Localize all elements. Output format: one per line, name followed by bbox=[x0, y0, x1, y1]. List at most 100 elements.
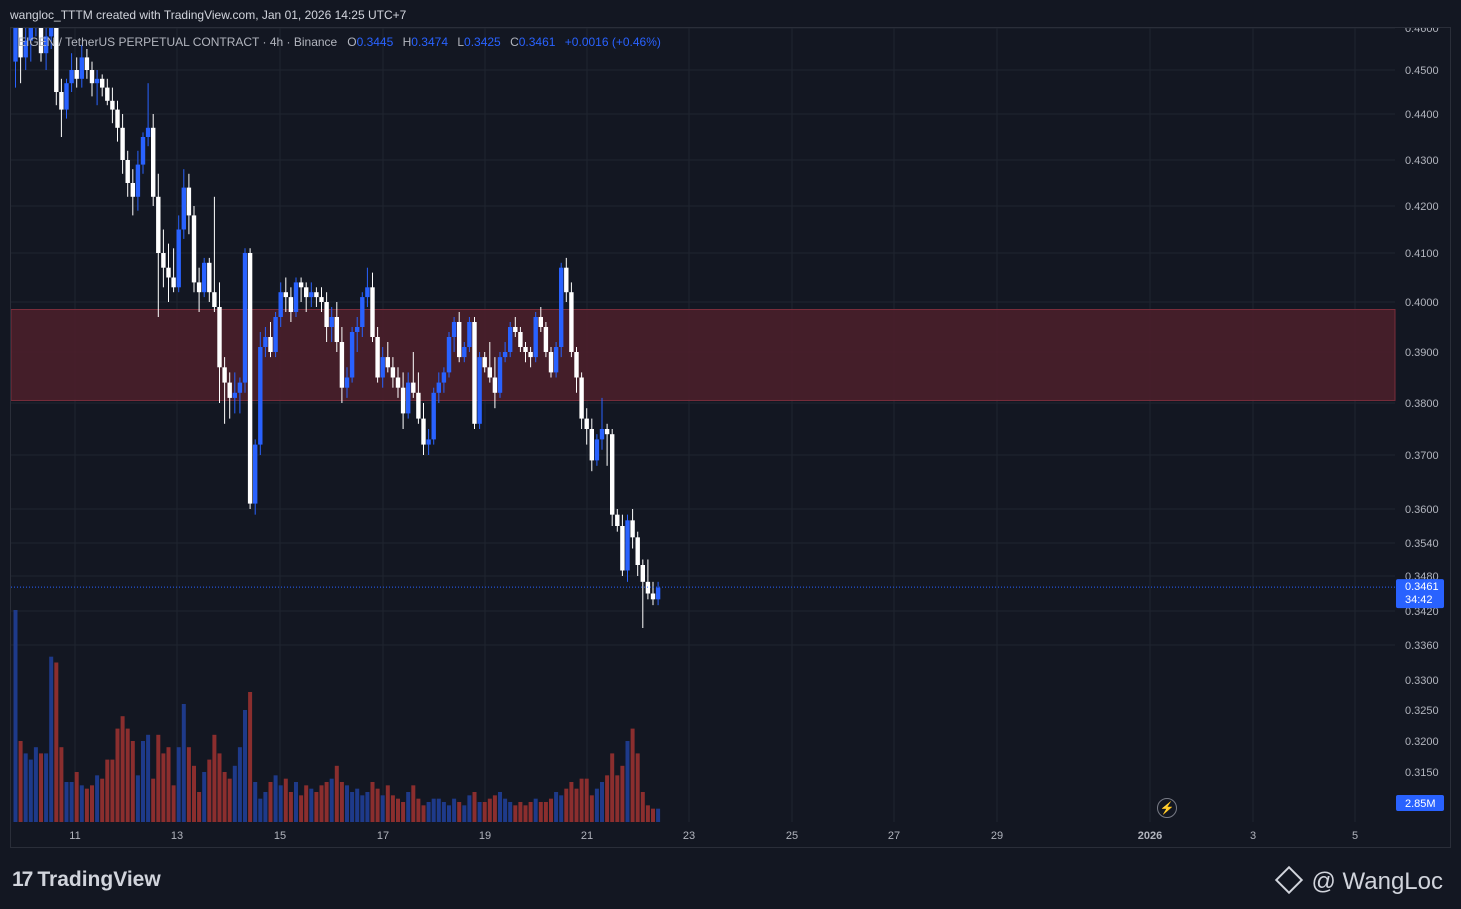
volume-bar bbox=[268, 782, 273, 822]
candle bbox=[518, 327, 523, 352]
candle bbox=[528, 347, 533, 368]
volume-bar bbox=[115, 728, 120, 822]
candle bbox=[309, 282, 314, 307]
symbol-label[interactable]: EIGEN / TetherUS PERPETUAL CONTRACT · 4h… bbox=[18, 35, 338, 49]
candle-body bbox=[508, 327, 513, 352]
price-tick-label: 0.3900 bbox=[1405, 347, 1439, 359]
candle bbox=[268, 322, 273, 358]
volume-tag-value: 2.85M bbox=[1405, 798, 1436, 810]
candle-body bbox=[553, 347, 559, 373]
candle-body bbox=[217, 307, 222, 368]
volume-bar bbox=[528, 802, 533, 822]
volume-bar bbox=[640, 792, 645, 822]
candle-body bbox=[186, 187, 192, 216]
candle-body bbox=[329, 317, 334, 327]
candle bbox=[247, 248, 253, 509]
volume-bar bbox=[401, 802, 406, 822]
candle bbox=[115, 100, 120, 142]
volume-bar bbox=[513, 805, 518, 822]
open-value: 0.3445 bbox=[356, 35, 394, 49]
candle bbox=[599, 397, 605, 450]
candle bbox=[467, 317, 472, 352]
volume-bar bbox=[258, 798, 263, 822]
volume-bar bbox=[130, 741, 135, 822]
candle bbox=[594, 434, 600, 466]
tradingview-logo[interactable]: 17 TradingView bbox=[12, 868, 161, 892]
volume-bar bbox=[33, 747, 38, 822]
price-tick-label: 0.4200 bbox=[1405, 201, 1439, 213]
volume-bar bbox=[217, 753, 222, 822]
volume-bar bbox=[237, 747, 242, 822]
candle bbox=[589, 418, 594, 472]
volume-bar bbox=[635, 753, 640, 822]
time-tick-label: 11 bbox=[69, 830, 80, 842]
volume-bar bbox=[630, 728, 635, 822]
volume-bar bbox=[197, 792, 202, 822]
volume-bar bbox=[600, 782, 604, 822]
candle-body bbox=[130, 183, 135, 197]
candle bbox=[28, 28, 33, 62]
candle bbox=[508, 322, 513, 358]
volume-bar bbox=[273, 775, 278, 822]
volume-bar bbox=[645, 805, 650, 822]
open-key: O bbox=[347, 35, 357, 49]
candle bbox=[426, 429, 431, 455]
volume-bar bbox=[309, 788, 314, 822]
candle bbox=[655, 581, 661, 606]
candle-body bbox=[406, 382, 411, 414]
candle-body bbox=[615, 514, 620, 526]
volume-bar bbox=[95, 775, 100, 822]
candle bbox=[380, 347, 385, 388]
volume-bar bbox=[554, 792, 559, 822]
candle-body bbox=[482, 357, 487, 368]
candle-body bbox=[385, 357, 390, 368]
candle bbox=[349, 327, 355, 383]
candle bbox=[329, 307, 334, 342]
candle bbox=[497, 352, 503, 398]
volume-bar bbox=[411, 785, 416, 822]
candle-body bbox=[161, 253, 166, 268]
high-value: 0.3474 bbox=[411, 35, 448, 49]
brand-name: TradingView bbox=[37, 868, 161, 891]
candle-body bbox=[69, 70, 74, 84]
candle bbox=[370, 272, 375, 342]
candle bbox=[64, 78, 69, 119]
candle bbox=[258, 332, 263, 455]
candle-body bbox=[620, 526, 625, 571]
candle-body bbox=[446, 337, 452, 373]
candle-body bbox=[237, 382, 243, 393]
candle-body bbox=[416, 392, 421, 419]
candle bbox=[166, 243, 171, 302]
candle bbox=[451, 317, 457, 352]
volume-bar bbox=[222, 772, 227, 822]
time-tick-label: 19 bbox=[479, 830, 491, 842]
candle-body bbox=[181, 187, 186, 230]
change-value: +0.0016 (+0.46%) bbox=[564, 35, 661, 49]
candle bbox=[145, 83, 151, 147]
candle-body bbox=[156, 196, 161, 253]
bolt-icon[interactable]: ⚡ bbox=[1157, 798, 1177, 818]
candle-body bbox=[365, 287, 370, 298]
volume-bar bbox=[610, 753, 615, 822]
candle-body bbox=[559, 267, 564, 347]
volume-bar bbox=[135, 775, 140, 822]
candle bbox=[18, 28, 23, 84]
chart-credit: wangloc_TTTM created with TradingView.co… bbox=[10, 8, 407, 22]
volume-bar bbox=[18, 741, 23, 822]
candle-body bbox=[49, 28, 54, 37]
candle-body bbox=[589, 429, 594, 461]
time-tick-label: 3 bbox=[1250, 830, 1256, 842]
candle bbox=[421, 403, 426, 455]
candle bbox=[400, 372, 406, 429]
candle-body bbox=[523, 347, 528, 352]
volume-bar bbox=[141, 741, 145, 822]
candle-body bbox=[472, 322, 477, 424]
candle bbox=[360, 292, 365, 337]
binance-diamond-icon bbox=[1275, 865, 1304, 894]
candle-body bbox=[569, 292, 574, 352]
candle-body bbox=[533, 317, 538, 358]
volume-bar bbox=[503, 798, 508, 822]
price-tick-label: 0.3700 bbox=[1405, 450, 1439, 462]
candle-body bbox=[43, 36, 49, 54]
